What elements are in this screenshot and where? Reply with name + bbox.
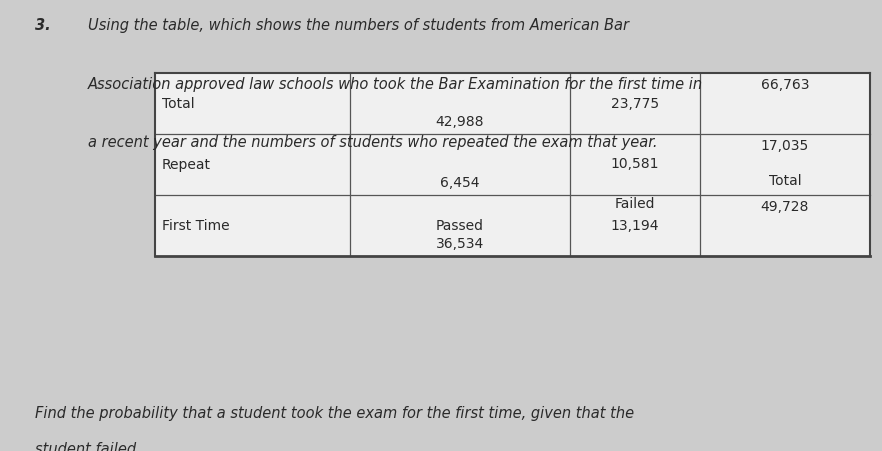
Text: Total: Total (769, 175, 802, 189)
Text: Repeat: Repeat (162, 157, 211, 171)
Text: 49,728: 49,728 (761, 200, 809, 215)
Text: Using the table, which shows the numbers of students from American Bar: Using the table, which shows the numbers… (88, 18, 629, 33)
Text: Failed: Failed (615, 197, 655, 211)
Text: 66,763: 66,763 (761, 78, 810, 92)
Text: 6,454: 6,454 (440, 175, 480, 189)
Text: First Time: First Time (162, 218, 229, 233)
Text: 42,988: 42,988 (436, 115, 484, 129)
Text: 10,581: 10,581 (610, 157, 659, 171)
Text: Total: Total (162, 97, 195, 110)
Text: 13,194: 13,194 (610, 218, 659, 233)
Text: 3.: 3. (35, 18, 51, 33)
Text: 17,035: 17,035 (761, 139, 809, 153)
Text: Passed: Passed (436, 220, 484, 234)
Text: Association approved law schools who took the Bar Examination for the first time: Association approved law schools who too… (88, 77, 703, 92)
Text: Find the probability that a student took the exam for the first time, given that: Find the probability that a student took… (35, 406, 634, 421)
Text: a recent year and the numbers of students who repeated the exam that year.: a recent year and the numbers of student… (88, 135, 658, 150)
Text: 36,534: 36,534 (436, 236, 484, 251)
Text: 23,775: 23,775 (611, 97, 659, 110)
Text: student failed.: student failed. (35, 442, 141, 451)
